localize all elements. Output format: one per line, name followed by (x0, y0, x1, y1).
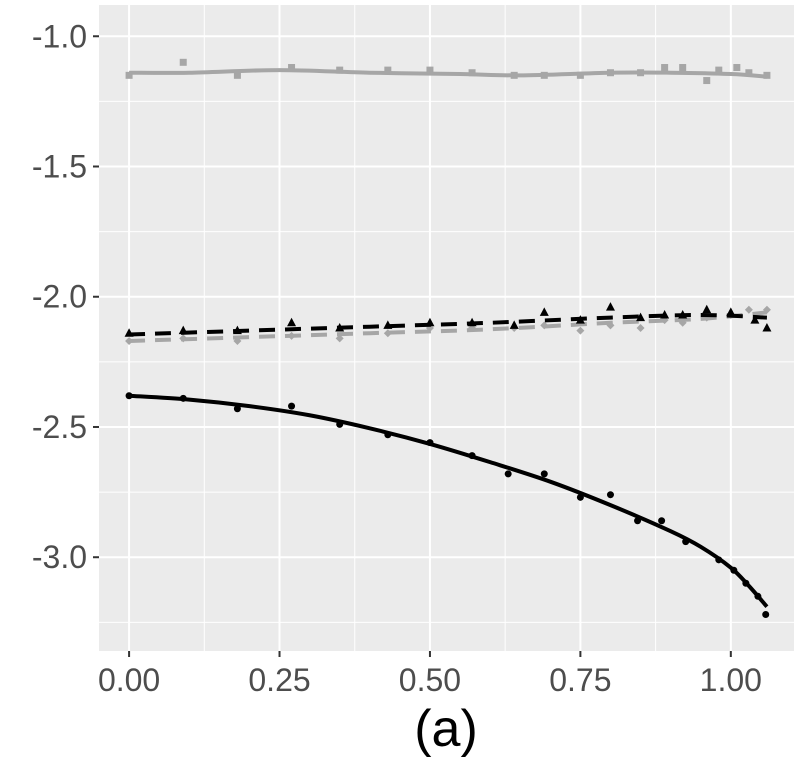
minor-grid-lines (99, 5, 794, 651)
data-point-circle (504, 470, 512, 478)
x-tick-label: 0.50 (399, 662, 461, 698)
y-tick-label: -3.0 (32, 539, 87, 575)
data-point-square (179, 58, 187, 66)
data-point-diamond (335, 334, 344, 343)
data-point-triangle (636, 312, 646, 322)
y-tick-label: -2.5 (32, 409, 87, 445)
data-point-square (233, 71, 241, 79)
data-point-triangle (287, 317, 297, 327)
data-point-diamond (636, 324, 645, 332)
data-point-circle (288, 402, 296, 410)
data-point-circle (233, 405, 241, 413)
x-tick-label: 0.75 (549, 662, 611, 698)
data-point-square (661, 64, 669, 72)
data-point-triangle (750, 315, 760, 324)
figure-caption: (a) (414, 700, 478, 758)
data-point-triangle (605, 302, 615, 311)
y-axis: -1.0 -1.5 -2.0 -2.5 -3.0 (32, 18, 99, 575)
y-tick-label: -1.5 (32, 149, 87, 185)
x-axis: 0.00 0.25 0.50 0.75 1.00 (98, 651, 762, 698)
data-point-triangle (762, 323, 772, 332)
data-point-square (679, 64, 687, 72)
series-black-triangle (124, 302, 772, 337)
data-point-square (288, 64, 296, 72)
y-tick-label: -1.0 (32, 18, 87, 54)
series-grey-square (125, 58, 771, 85)
data-point-triangle (702, 304, 712, 314)
fit-line-black-circle (128, 393, 769, 609)
data-point-square (125, 71, 133, 79)
data-point-square (733, 64, 741, 72)
fit-line-grey-square (129, 68, 768, 79)
data-point-circle (606, 491, 614, 499)
plot-panel-background (99, 5, 794, 651)
series-layer (124, 58, 772, 619)
x-tick-label: 0.00 (98, 662, 160, 698)
data-point-triangle (509, 320, 519, 329)
data-point-square (715, 66, 723, 74)
data-point-circle (540, 470, 548, 478)
data-point-diamond (576, 326, 585, 335)
data-point-circle (658, 517, 666, 525)
data-point-triangle (539, 307, 549, 316)
y-tick-label: -2.0 (32, 279, 87, 315)
data-point-square (745, 69, 753, 77)
data-point-circle (762, 611, 770, 619)
data-point-diamond (744, 305, 753, 314)
data-point-square (384, 66, 392, 74)
x-tick-label: 1.00 (700, 662, 762, 698)
series-black-circle (125, 392, 770, 619)
x-tick-label: 0.25 (248, 662, 310, 698)
data-point-square (703, 77, 711, 85)
data-point-square (426, 66, 434, 74)
